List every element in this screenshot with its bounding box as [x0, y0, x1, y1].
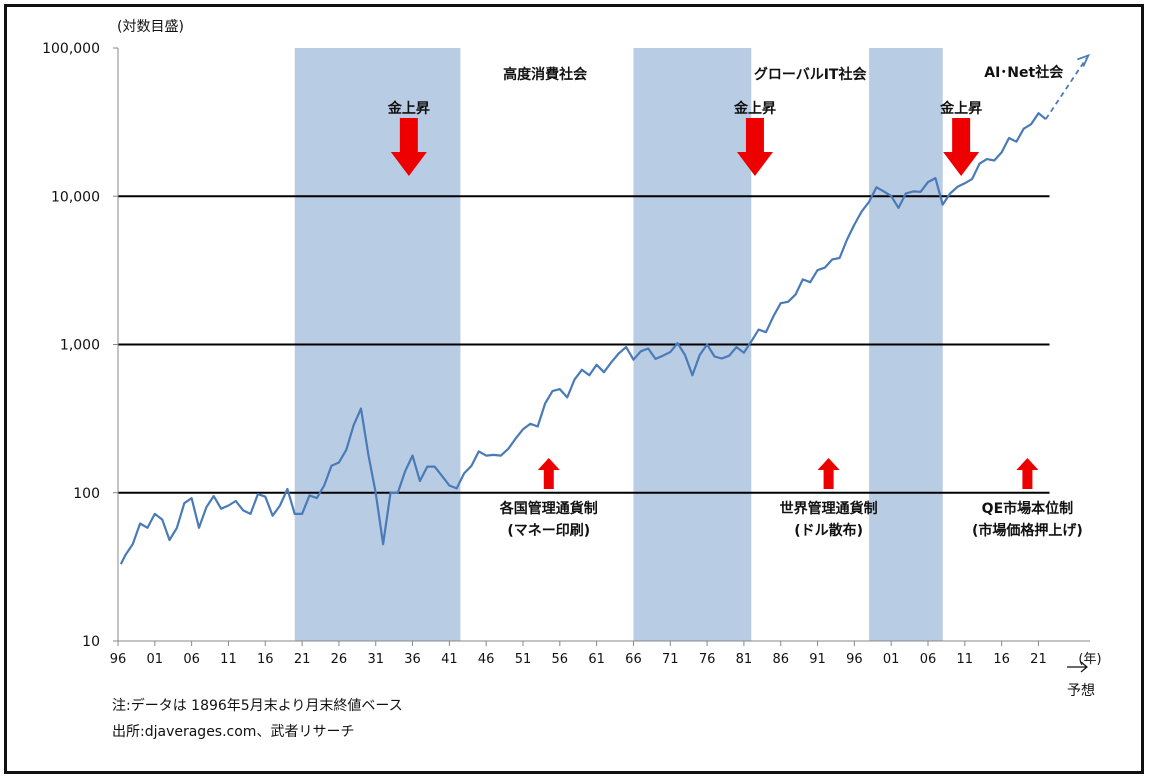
dow-series-line	[119, 112, 1047, 565]
y-tick-label: 100,000	[42, 41, 100, 57]
source-note: 出所:djaverages.com、武者リサーチ	[112, 724, 355, 740]
era-label: 高度消費社会	[503, 66, 588, 83]
x-tick-label: 01	[147, 652, 164, 667]
regime-label: (市場価格押上げ)	[972, 522, 1083, 539]
x-tick-label: 86	[772, 652, 789, 667]
regime-label: 世界管理通貨制	[780, 500, 878, 517]
x-unit-label: (年)	[1078, 652, 1101, 667]
regime-label: (ドル散布)	[794, 522, 863, 539]
x-tick-label: 26	[331, 652, 348, 667]
x-tick-label: 06	[183, 652, 200, 667]
x-tick-label: 81	[736, 652, 753, 667]
x-tick-label: 51	[515, 652, 532, 667]
x-tick-label: 31	[367, 652, 384, 667]
regime-arrow-icon	[817, 458, 840, 489]
x-tick-label: 21	[294, 652, 311, 667]
x-tick-label: 61	[588, 652, 605, 667]
x-tick-label: 16	[993, 652, 1010, 667]
regime-label: QE市場本位制	[982, 500, 1073, 517]
x-tick-label: 76	[699, 652, 716, 667]
y-tick-label: 10	[82, 634, 100, 650]
x-tick-label: 21	[1030, 652, 1047, 667]
regime-label: 各国管理通貨制	[499, 500, 598, 517]
x-tick-label: 66	[625, 652, 642, 667]
era-label: グローバルIT社会	[754, 66, 868, 83]
era-label: AI･Net社会	[984, 64, 1064, 81]
regime-arrow-icon	[1016, 458, 1039, 489]
x-tick-label: 36	[404, 652, 421, 667]
forecast-arrowhead-icon	[1077, 53, 1091, 67]
forecast-line	[1045, 57, 1088, 120]
regime-arrow-icon	[537, 458, 560, 489]
x-tick-label: 56	[552, 652, 569, 667]
x-tick-label: 11	[957, 652, 974, 667]
data-note: 注:データは 1896年5月末より月末終値ベース	[112, 698, 403, 714]
x-tick-label: 91	[809, 652, 826, 667]
gold-rise-arrow-icon	[736, 118, 773, 176]
y-tick-label: 100	[73, 486, 100, 502]
x-tick-label: 71	[662, 652, 679, 667]
forecast-arrow-icon	[1067, 661, 1088, 673]
gold-rise-arrow-icon	[943, 118, 980, 176]
x-tick-label: 06	[920, 652, 937, 667]
x-tick-label: 16	[257, 652, 274, 667]
gold-rise-label: 金上昇	[733, 100, 776, 117]
x-tick-label: 41	[441, 652, 458, 667]
gold-rise-arrow-icon	[390, 118, 427, 176]
x-tick-label: 96	[110, 652, 127, 667]
regime-label: (マネー印刷)	[507, 522, 590, 539]
chart-canvas: 10 100 1,000 10,000 100,000 (対数目盛) 96 01 06 11 16 2…	[42, 19, 1101, 699]
x-tick-label: 11	[220, 652, 237, 667]
forecast-label: 予想	[1067, 683, 1095, 699]
x-tick-label: 01	[883, 652, 900, 667]
x-tick-label: 46	[478, 652, 495, 667]
x-tick-label: 96	[846, 652, 863, 667]
y-tick-label: 1,000	[60, 338, 100, 354]
chart-frame: 10 100 1,000 10,000 100,000 (対数目盛) 96 01 06 11 16 2…	[4, 4, 1144, 774]
gold-rise-label: 金上昇	[939, 100, 982, 117]
y-axis-label: (対数目盛)	[117, 19, 184, 35]
y-tick-label: 10,000	[51, 189, 100, 205]
gold-rise-label: 金上昇	[387, 100, 430, 117]
